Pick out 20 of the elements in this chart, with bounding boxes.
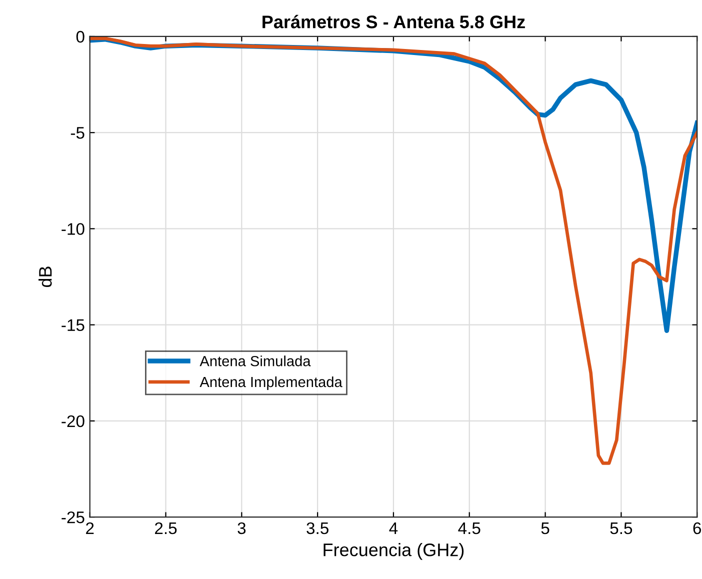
x-tick-label: 6 — [693, 522, 701, 534]
x-tick-label: 3.5 — [306, 522, 328, 534]
x-tick-label: 3 — [238, 522, 246, 534]
x-tick-label: 4 — [389, 522, 398, 534]
x-tick-label: 4.5 — [458, 522, 480, 534]
chart-title: Parámetros S - Antena 5.8 GHz — [262, 14, 525, 28]
x-axis-title: Frecuencia (GHz) — [324, 543, 464, 560]
y-tick-label: -15 — [62, 319, 84, 332]
y-tick-label: -10 — [62, 223, 84, 235]
x-tick-label: 5.5 — [610, 522, 632, 534]
x-tick-label: 2 — [86, 522, 94, 534]
legend-label: Antena Simulada — [200, 356, 311, 366]
y-tick-label: -25 — [62, 511, 84, 524]
x-tick-label: 5 — [541, 522, 550, 534]
y-tick-label: -5 — [70, 127, 84, 139]
x-tick-label: 2.5 — [155, 522, 177, 534]
legend-label: Antena Implementada — [200, 376, 342, 390]
y-tick-label: 0 — [76, 30, 84, 43]
y-axis-title: dB — [38, 266, 52, 288]
y-tick-label: -20 — [62, 415, 84, 428]
